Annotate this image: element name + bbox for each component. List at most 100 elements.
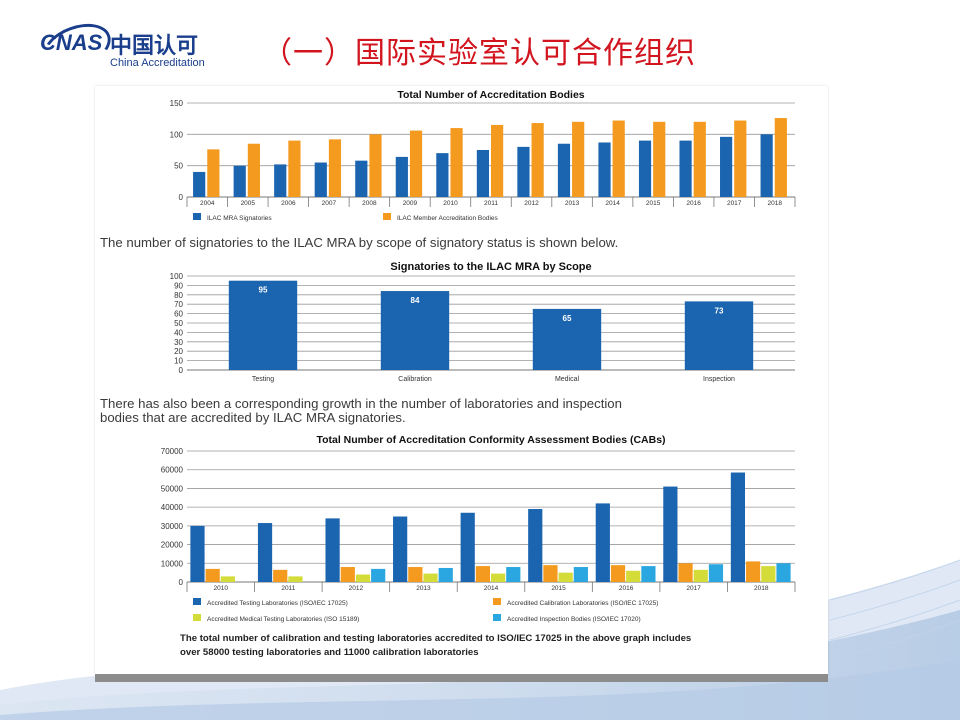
chart-2-ytick-0: 0 [179,578,184,587]
paragraph-scope-intro: The number of signatories to the ILAC MR… [100,235,619,250]
chart-0-xtick-2: 2006 [281,200,296,207]
chart-0-bar-s0-8 [517,146,530,197]
chart-2-ytick-5: 50000 [161,484,184,493]
chart-0-bar-s1-0 [207,149,220,197]
chart-2-legend-swatch-0 [193,598,201,605]
chart-0-bar-s1-6 [450,128,463,197]
chart-2-bar-s2-5 [558,572,573,582]
chart-2-bar-s1-5 [543,565,558,582]
footnote-line2: over 58000 testing laboratories and 1100… [180,647,479,658]
chart-2-bar-s2-7 [693,569,708,582]
chart-0-bar-s1-14 [774,118,787,197]
chart-2-bar-s3-7 [708,564,724,582]
chart-1-ytick-7: 70 [174,300,183,309]
slide-title: （一）国际实验室认可合作组织 [262,36,696,71]
chart-2-bar-s0-1 [257,523,273,582]
chart-0-legend-swatch-1 [383,213,391,220]
chart-0-xtick-6: 2010 [443,200,458,207]
chart-2-xtick-0: 2010 [214,585,229,592]
chart-0-xtick-1: 2005 [241,200,256,207]
chart-2-bar-s1-3 [408,567,423,582]
chart-0-legend-swatch-0 [193,213,201,220]
chart-1-ytick-10: 100 [170,272,184,281]
chart-0-xtick-7: 2011 [484,200,498,207]
chart-0-bar-s1-3 [328,139,342,197]
chart-2-bar-s2-4 [491,573,506,582]
chart-2-ytick-3: 30000 [161,522,184,531]
chart-0-bar-s1-10 [612,120,625,197]
chart-2-bar-s1-2 [340,567,355,582]
chart-2-bar-s3-2 [371,568,386,582]
chart-2-bar-s3-6 [641,566,656,582]
chart-0-bar-s1-2 [288,140,301,197]
chart-1-xtick-0: Testing [252,376,274,383]
chart-0-xtick-12: 2016 [686,200,701,207]
chart-0-legend-label-0: ILAC MRA Signatories [207,215,272,222]
chart-2-bar-s1-7 [678,563,693,582]
chart-1-ytick-6: 60 [174,310,183,319]
chart-0-bar-s1-8 [531,123,544,197]
chart-2-bar-s1-1 [273,569,288,582]
chart-2-ytick-1: 10000 [161,559,184,568]
chart-1-bar-s0-1 [380,291,450,370]
chart-0-bar-s0-12 [679,140,692,197]
chart-0-bar-s0-0 [193,171,206,197]
chart-1-datalabel-2: 65 [563,314,572,323]
chart-2-bar-s3-3 [438,567,453,582]
paragraph-growth-line2: bodies that are accredited by ILAC MRA s… [100,410,406,425]
chart-2-legend-label-1: Accredited Calibration Laboratories (ISO… [507,600,658,607]
chart-1-ytick-3: 30 [174,338,183,347]
chart-2-xtick-1: 2011 [281,585,295,592]
chart-0-bar-s1-4 [369,134,382,197]
chart-2-bar-s2-6 [626,570,641,582]
chart-2-legend-swatch-1 [493,598,501,605]
chart-2-title: Total Number of Accreditation Conformity… [316,434,665,446]
chart-2-xtick-7: 2017 [686,585,701,592]
chart-0-bar-s0-11 [638,140,652,197]
chart-2-xtick-4: 2014 [484,585,499,592]
chart-2-bar-s3-5 [573,567,588,582]
chart-0-bar-s1-7 [491,124,504,197]
chart-2-bar-s2-0 [220,576,235,582]
chart-2-bar-s0-2 [325,518,340,582]
chart-1-xtick-2: Medical [555,376,580,383]
chart-2-bar-s0-6 [595,503,610,582]
chart-2-bar-s0-4 [460,512,475,582]
chart-1-ytick-9: 90 [174,281,183,290]
chart-1-ytick-5: 50 [174,319,183,328]
chart-2-bar-s0-7 [663,486,678,582]
chart-1-bar-s0-3 [684,301,754,370]
chart-0-bar-s0-14 [760,134,773,197]
paragraph-growth-line1: There has also been a corresponding grow… [100,396,622,411]
chart-2-bar-s1-6 [610,565,626,582]
footnote-line1: The total number of calibration and test… [180,633,692,644]
chart-1-datalabel-0: 95 [259,286,268,295]
chart-0-legend-label-1: ILAC Member Accreditation Bodies [397,215,499,222]
chart-2-ytick-4: 40000 [161,503,184,512]
chart-0-bar-s1-5 [409,130,423,197]
chart-2-ytick-2: 20000 [161,541,184,550]
chart-2-ytick-6: 60000 [161,466,184,475]
chart-2-bar-s1-4 [475,566,490,582]
chart-0-bar-s0-5 [395,156,408,197]
chart-0-bar-s0-7 [476,150,489,197]
chart-2-xtick-6: 2016 [619,585,634,592]
chart-1-ytick-8: 80 [174,291,183,300]
chart-0-bar-s0-3 [314,162,327,197]
chart-2-legend-swatch-3 [493,614,501,621]
chart-0-xtick-13: 2017 [727,200,742,207]
footnote: The total number of calibration and test… [180,632,800,660]
chart-2-xtick-8: 2018 [754,585,769,592]
chart-0-xtick-11: 2015 [646,200,661,207]
chart-0-bar-s1-1 [247,143,260,197]
chart-0-xtick-10: 2014 [605,200,620,207]
chart-0-bar-s0-2 [274,164,287,197]
chart-2-bar-s1-0 [205,568,220,582]
cnas-logo: CNAS 中国认可 China Accreditation [36,15,240,79]
chart-2-bar-s0-0 [190,525,205,582]
chart-2-bar-s2-3 [423,573,438,582]
chart-2-bar-s2-1 [288,576,303,582]
chart-2-bar-s0-5 [528,509,543,582]
chart-2-bar-s0-3 [393,516,408,582]
